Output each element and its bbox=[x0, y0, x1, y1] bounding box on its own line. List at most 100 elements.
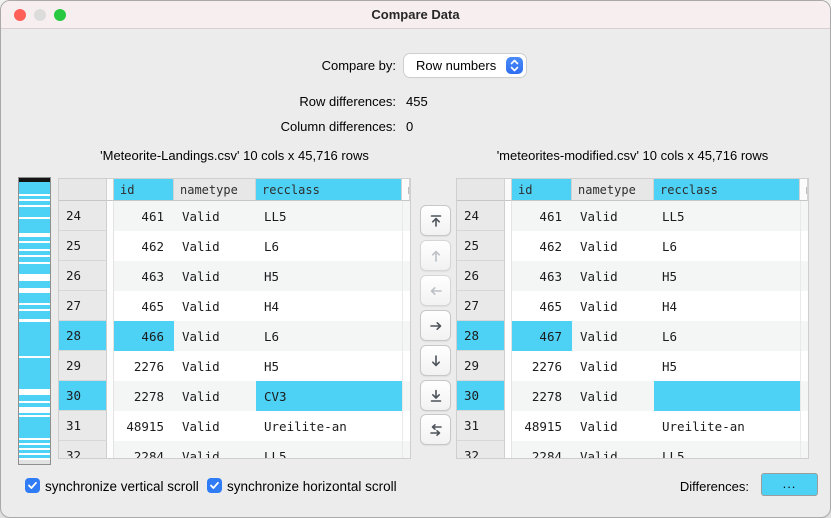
differences-minimap[interactable] bbox=[18, 177, 51, 465]
id-cell[interactable]: 463 bbox=[141, 268, 164, 284]
nametype-cell[interactable]: Valid bbox=[182, 238, 220, 254]
nametype-cell[interactable]: Valid bbox=[182, 388, 220, 404]
nametype-cell[interactable]: Valid bbox=[580, 418, 618, 434]
column-header-nametype[interactable]: nametype bbox=[572, 179, 654, 201]
table-row[interactable]: 26 463 Valid H5 bbox=[457, 261, 808, 291]
id-cell[interactable]: 465 bbox=[141, 298, 164, 314]
table-row-clipped[interactable]: 32 2284 Valid LL5 bbox=[59, 441, 410, 459]
first-difference-button[interactable] bbox=[420, 205, 451, 236]
zoom-button[interactable] bbox=[54, 9, 66, 21]
nametype-cell[interactable]: Valid bbox=[580, 328, 618, 344]
sync-horizontal-label[interactable]: synchronize horizontal scroll bbox=[227, 479, 397, 494]
close-button[interactable] bbox=[14, 9, 26, 21]
nametype-cell[interactable]: Valid bbox=[580, 208, 618, 224]
nametype-cell[interactable]: Valid bbox=[580, 298, 618, 314]
id-cell[interactable]: 48915 bbox=[126, 418, 164, 434]
recclass-cell[interactable]: H4 bbox=[662, 298, 678, 314]
row-number-cell[interactable]: 30 bbox=[457, 381, 505, 411]
recclass-cell[interactable]: Ureilite-an bbox=[662, 418, 745, 434]
row-number-cell[interactable]: 25 bbox=[457, 231, 505, 261]
title-bar[interactable]: Compare Data bbox=[1, 1, 830, 29]
row-number-cell[interactable]: 28 bbox=[59, 321, 107, 351]
id-cell[interactable]: 461 bbox=[141, 208, 164, 224]
row-number-cell[interactable]: 26 bbox=[457, 261, 505, 291]
copy-left-button[interactable] bbox=[420, 275, 451, 306]
recclass-cell[interactable]: L6 bbox=[264, 238, 280, 254]
id-cell[interactable]: 461 bbox=[539, 208, 562, 224]
nametype-cell[interactable]: Valid bbox=[580, 238, 618, 254]
column-header-mass-clipped[interactable]: m bbox=[800, 179, 808, 201]
table-row[interactable]: 31 48915 Valid Ureilite-an bbox=[59, 411, 410, 441]
nametype-cell[interactable]: Valid bbox=[580, 448, 618, 459]
nametype-cell[interactable]: Valid bbox=[580, 388, 618, 404]
nametype-cell[interactable]: Valid bbox=[182, 268, 220, 284]
table-row[interactable]: 29 2276 Valid H5 bbox=[59, 351, 410, 381]
row-number-cell[interactable]: 31 bbox=[59, 411, 107, 441]
sync-vertical-label[interactable]: synchronize vertical scroll bbox=[45, 479, 199, 494]
table-row-clipped[interactable]: 32 2284 Valid LL5 bbox=[457, 441, 808, 459]
differences-button[interactable]: ... bbox=[761, 473, 818, 496]
sync-vertical-checkbox[interactable] bbox=[25, 478, 40, 493]
table-row-difference[interactable]: 30 2278 Valid CV3 bbox=[59, 381, 410, 411]
corner-header[interactable] bbox=[457, 179, 505, 201]
nametype-cell[interactable]: Valid bbox=[182, 418, 220, 434]
recclass-cell[interactable]: LL5 bbox=[662, 448, 685, 459]
id-cell[interactable]: 462 bbox=[141, 238, 164, 254]
nametype-cell[interactable]: Valid bbox=[182, 328, 220, 344]
recclass-cell[interactable]: LL5 bbox=[264, 208, 287, 224]
row-number-cell[interactable]: 26 bbox=[59, 261, 107, 291]
recclass-cell-difference[interactable]: CV3 bbox=[256, 381, 402, 411]
table-row[interactable]: 26 463 Valid H5 bbox=[59, 261, 410, 291]
row-number-cell[interactable]: 25 bbox=[59, 231, 107, 261]
recclass-cell[interactable]: H5 bbox=[264, 268, 280, 284]
table-row-difference[interactable]: 28 466 Valid L6 bbox=[59, 321, 410, 351]
table-row[interactable]: 27 465 Valid H4 bbox=[59, 291, 410, 321]
nametype-cell[interactable]: Valid bbox=[182, 298, 220, 314]
id-cell[interactable]: 2278 bbox=[133, 388, 164, 404]
column-header-recclass[interactable]: recclass bbox=[654, 179, 800, 201]
row-number-cell[interactable]: 32 bbox=[59, 441, 107, 458]
table-row[interactable]: 31 48915 Valid Ureilite-an bbox=[457, 411, 808, 441]
next-difference-button[interactable] bbox=[420, 345, 451, 376]
column-header-recclass[interactable]: recclass bbox=[256, 179, 402, 201]
nametype-cell[interactable]: Valid bbox=[580, 268, 618, 284]
table-row[interactable]: 24 461 Valid LL5 bbox=[457, 201, 808, 231]
id-cell[interactable]: 462 bbox=[539, 238, 562, 254]
id-cell[interactable]: 463 bbox=[539, 268, 562, 284]
recclass-cell[interactable]: Ureilite-an bbox=[264, 418, 347, 434]
row-number-cell[interactable]: 29 bbox=[457, 351, 505, 381]
row-number-cell[interactable]: 24 bbox=[59, 201, 107, 231]
table-row[interactable]: 25 462 Valid L6 bbox=[457, 231, 808, 261]
right-table[interactable]: id nametype recclass m 24 461 Valid LL5 … bbox=[456, 178, 809, 459]
row-number-cell[interactable]: 30 bbox=[59, 381, 107, 411]
id-cell-difference[interactable]: 467 bbox=[512, 321, 572, 351]
id-cell[interactable]: 2284 bbox=[133, 448, 164, 459]
table-row-difference[interactable]: 30 2278 Valid bbox=[457, 381, 808, 411]
previous-difference-button[interactable] bbox=[420, 240, 451, 271]
column-header-id[interactable]: id bbox=[114, 179, 174, 201]
nametype-cell[interactable]: Valid bbox=[580, 358, 618, 374]
recclass-cell[interactable]: L6 bbox=[662, 238, 678, 254]
id-cell[interactable]: 465 bbox=[539, 298, 562, 314]
recclass-cell[interactable]: LL5 bbox=[662, 208, 685, 224]
table-row[interactable]: 29 2276 Valid H5 bbox=[457, 351, 808, 381]
id-cell[interactable]: 2284 bbox=[531, 448, 562, 459]
minimize-button[interactable] bbox=[34, 9, 46, 21]
column-header-id[interactable]: id bbox=[512, 179, 572, 201]
id-cell-difference[interactable]: 466 bbox=[114, 321, 174, 351]
recclass-cell[interactable]: H4 bbox=[264, 298, 280, 314]
recclass-cell-difference-empty[interactable] bbox=[654, 381, 800, 411]
recclass-cell[interactable]: LL5 bbox=[264, 448, 287, 459]
swap-differences-button[interactable] bbox=[420, 414, 451, 445]
row-number-cell[interactable]: 27 bbox=[59, 291, 107, 321]
column-header-mass-clipped[interactable]: m bbox=[402, 179, 410, 201]
recclass-cell[interactable]: L6 bbox=[264, 328, 280, 344]
table-row-difference[interactable]: 28 467 Valid L6 bbox=[457, 321, 808, 351]
last-difference-button[interactable] bbox=[420, 380, 451, 411]
row-number-cell[interactable]: 24 bbox=[457, 201, 505, 231]
recclass-cell[interactable]: H5 bbox=[662, 358, 678, 374]
corner-header[interactable] bbox=[59, 179, 107, 201]
id-cell[interactable]: 2276 bbox=[531, 358, 562, 374]
column-header-nametype[interactable]: nametype bbox=[174, 179, 256, 201]
recclass-cell[interactable]: L6 bbox=[662, 328, 678, 344]
